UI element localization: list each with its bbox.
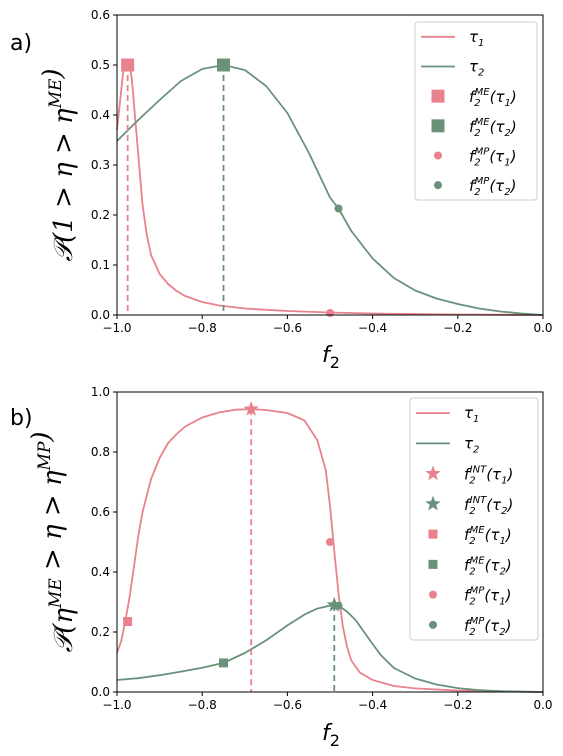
legend: τ1 τ2 f2INT(τ1) f2INT(τ2) f2ME(τ1) f2ME(τ2) f2… [409,397,539,641]
legend-marker [433,151,443,160]
x-tick-label: 0.0 [533,698,552,712]
data-point-marker [219,658,228,668]
legend-label: f2ME(τ2) [464,555,512,577]
x-tick-label: 0.0 [533,321,552,335]
y-tick-label: 0.6 [91,505,110,519]
x-tick-label: −1.0 [102,698,131,712]
legend-marker [431,119,445,133]
y-tick-label: 1.0 [91,385,110,399]
legend-label: f2INT(τ1) [464,465,513,487]
x-tick-label: −1.0 [102,321,131,335]
legend-marker [433,181,443,190]
x-tick-label: −0.2 [443,698,472,712]
legend-box [414,21,538,201]
y-tick-label: 0.6 [91,8,110,22]
series-line-tau2 [116,64,544,316]
y-tick-label: 0.0 [91,308,110,322]
chart-panel-a: −1.0 −0.8 −0.6 −0.4 −0.2 0.0 0.0 0.1 0.2 0.3 0.4 0.… [10,8,553,372]
legend-label: f2MP(τ2) [464,616,511,638]
plot-frame [116,391,544,693]
y-tick-label: 0.4 [91,565,110,579]
legend-label: τ1 [469,28,484,49]
x-tick-label: −0.2 [443,321,472,335]
legend-box [409,397,539,641]
x-tick-label: −0.8 [188,698,217,712]
legend-label: f2ME(τ2) [469,117,517,139]
data-point-marker [326,596,342,612]
x-tick-label: −0.6 [273,698,302,712]
legend-label: f2MP(τ2) [469,176,516,198]
legend-label: τ2 [469,58,484,79]
panel-label: b) [10,406,33,431]
y-tick-label: 0.2 [91,208,110,222]
data-point-marker [123,617,133,626]
legend-marker [428,559,438,569]
data-point-marker [334,601,343,610]
panel-label: a) [10,31,32,56]
legend: τ1 τ2 f2ME(τ1) f2ME(τ2) f2MP(τ1) f2MP(τ2) [414,21,538,201]
y-tick-label: 0.3 [91,158,110,172]
legend-marker [425,465,441,481]
y-tick-label: 0.1 [91,258,110,272]
data-point-marker [121,58,135,72]
y-axis-label: 𝒫(1 > η > ηME) [38,68,79,261]
legend-marker [425,495,441,511]
legend-label: f2ME(τ1) [464,525,512,547]
data-point-marker [325,308,335,318]
x-axis-label: f2 [322,721,340,750]
data-point-marker [325,537,335,547]
x-axis-label: f2 [322,343,340,372]
y-tick-label: 0.8 [91,445,110,459]
legend-marker [428,620,438,629]
y-tick-label: 0.0 [91,685,110,699]
legend-label: τ2 [464,434,479,455]
legend-marker [428,590,438,599]
data-point-marker [243,400,259,416]
y-tick-label: 0.5 [91,58,110,72]
series-line-tau1 [116,408,544,693]
legend-label: f2INT(τ2) [464,495,513,517]
y-axis-label: 𝒫(ηME > η > ηMP) [27,431,79,652]
chart-panel-b: −1.0 −0.8 −0.6 −0.4 −0.2 0.0 0.0 0.2 0.4 0.6 0.8 1.… [10,385,553,750]
legend-label: f2MP(τ1) [464,586,511,608]
legend-label: f2MP(τ1) [469,147,516,169]
legend-label: f2ME(τ1) [469,87,517,109]
y-tick-label: 0.4 [91,108,110,122]
data-point-marker [217,58,230,72]
x-tick-label: −0.4 [358,698,387,712]
legend-label: τ1 [464,404,479,425]
y-tick-label: 0.2 [91,625,110,639]
x-tick-label: −0.6 [273,321,302,335]
data-point-marker [334,204,343,213]
x-tick-label: −0.4 [358,321,387,335]
legend-marker [431,89,445,103]
x-tick-label: −0.8 [188,321,217,335]
legend-marker [428,529,438,539]
